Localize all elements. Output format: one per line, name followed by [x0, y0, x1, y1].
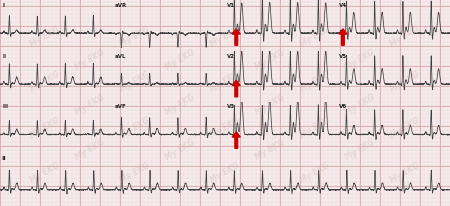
Text: My EKG: My EKG	[74, 93, 106, 117]
Text: My EKG: My EKG	[29, 116, 61, 140]
Text: My EKG: My EKG	[119, 161, 151, 185]
Text: My EKG: My EKG	[164, 93, 196, 117]
Text: My EKG: My EKG	[119, 70, 151, 95]
Text: My EKG: My EKG	[299, 25, 331, 49]
Text: My EKG: My EKG	[344, 138, 376, 163]
Text: My EKG: My EKG	[164, 48, 196, 72]
Text: My EKG: My EKG	[29, 161, 61, 185]
Text: My EKG: My EKG	[164, 138, 196, 163]
Text: V4: V4	[339, 2, 347, 8]
Text: My EKG: My EKG	[209, 161, 241, 185]
Text: My EKG: My EKG	[299, 161, 331, 185]
Text: My EKG: My EKG	[389, 25, 421, 49]
Text: I: I	[2, 2, 4, 8]
Text: V3: V3	[227, 104, 235, 110]
Text: My EKG: My EKG	[209, 116, 241, 140]
Text: My EKG: My EKG	[254, 48, 286, 72]
Text: My EKG: My EKG	[254, 93, 286, 117]
Text: My EKG: My EKG	[344, 48, 376, 72]
Text: My EKG: My EKG	[74, 48, 106, 72]
Text: My EKG: My EKG	[29, 25, 61, 49]
Text: V5: V5	[339, 54, 347, 59]
Text: My EKG: My EKG	[389, 70, 421, 95]
Text: II: II	[1, 156, 6, 161]
Text: My EKG: My EKG	[254, 138, 286, 163]
Text: V2: V2	[227, 54, 235, 59]
Text: My EKG: My EKG	[209, 70, 241, 95]
Text: aVF: aVF	[114, 104, 126, 110]
Text: aVR: aVR	[114, 2, 126, 8]
Text: My EKG: My EKG	[299, 70, 331, 95]
Text: My EKG: My EKG	[209, 25, 241, 49]
Text: V6: V6	[339, 104, 347, 110]
Text: My EKG: My EKG	[119, 116, 151, 140]
Text: My EKG: My EKG	[299, 116, 331, 140]
Text: aVL: aVL	[114, 54, 126, 59]
Text: V1: V1	[227, 2, 235, 8]
Text: My EKG: My EKG	[389, 161, 421, 185]
Text: My EKG: My EKG	[344, 93, 376, 117]
Text: II: II	[2, 54, 6, 59]
Text: My EKG: My EKG	[74, 138, 106, 163]
Text: My EKG: My EKG	[119, 25, 151, 49]
Text: My EKG: My EKG	[389, 116, 421, 140]
Text: III: III	[2, 104, 8, 110]
Text: My EKG: My EKG	[29, 70, 61, 95]
